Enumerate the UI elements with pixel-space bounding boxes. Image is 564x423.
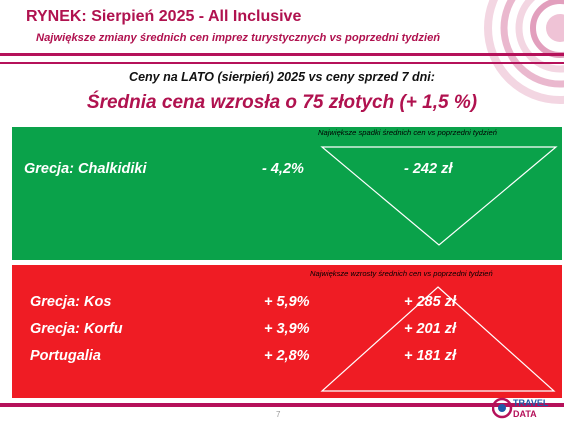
slide-title: RYNEK: Sierpień 2025 - All Inclusive — [26, 8, 302, 25]
increase-row-amount: + 201 zł — [404, 321, 456, 337]
logo-text-bottom: DATA — [513, 409, 537, 419]
increase-row-percent: + 2,8% — [264, 348, 310, 364]
footer-rule — [0, 403, 564, 407]
intro-text: Ceny na LATO (sierpień) 2025 vs ceny spr… — [129, 70, 435, 84]
logo-text-top: TRAVEL — [513, 398, 549, 408]
increase-row-amount: + 181 zł — [404, 348, 456, 364]
increase-row-name: Grecja: Kos — [30, 294, 112, 310]
increase-row-name: Portugalia — [30, 348, 101, 364]
increase-row-percent: + 3,9% — [264, 321, 310, 337]
header-rule-bottom — [0, 62, 564, 64]
header-rule-top — [0, 53, 564, 56]
increase-row-amount: + 285 zł — [404, 294, 456, 310]
decreases-caption: Największe spadki średnich cen vs poprze… — [318, 128, 497, 137]
up-triangle-graphic — [320, 286, 556, 392]
page-number: 7 — [276, 410, 281, 419]
decrease-row-percent: - 4,2% — [262, 161, 304, 177]
slide-subtitle: Największe zmiany średnich cen imprez tu… — [36, 32, 441, 44]
increases-panel: Największe wzrosty średnich cen vs poprz… — [12, 265, 562, 398]
increase-row-name: Grecja: Korfu — [30, 321, 123, 337]
travel-data-logo: TRAVEL DATA — [492, 397, 549, 419]
decrease-row-amount: - 242 zł — [404, 161, 453, 177]
decreases-panel: Największe spadki średnich cen vs poprze… — [12, 127, 562, 260]
headline-text: Średnia cena wzrosła o 75 złotych (+ 1,5… — [86, 92, 478, 113]
decorative-circles-graphic — [484, 0, 564, 104]
increases-caption: Największe wzrosty średnich cen vs poprz… — [310, 269, 493, 278]
decrease-row-name: Grecja: Chalkidiki — [24, 161, 147, 177]
increase-row-percent: + 5,9% — [264, 294, 310, 310]
down-triangle-graphic — [320, 146, 558, 246]
